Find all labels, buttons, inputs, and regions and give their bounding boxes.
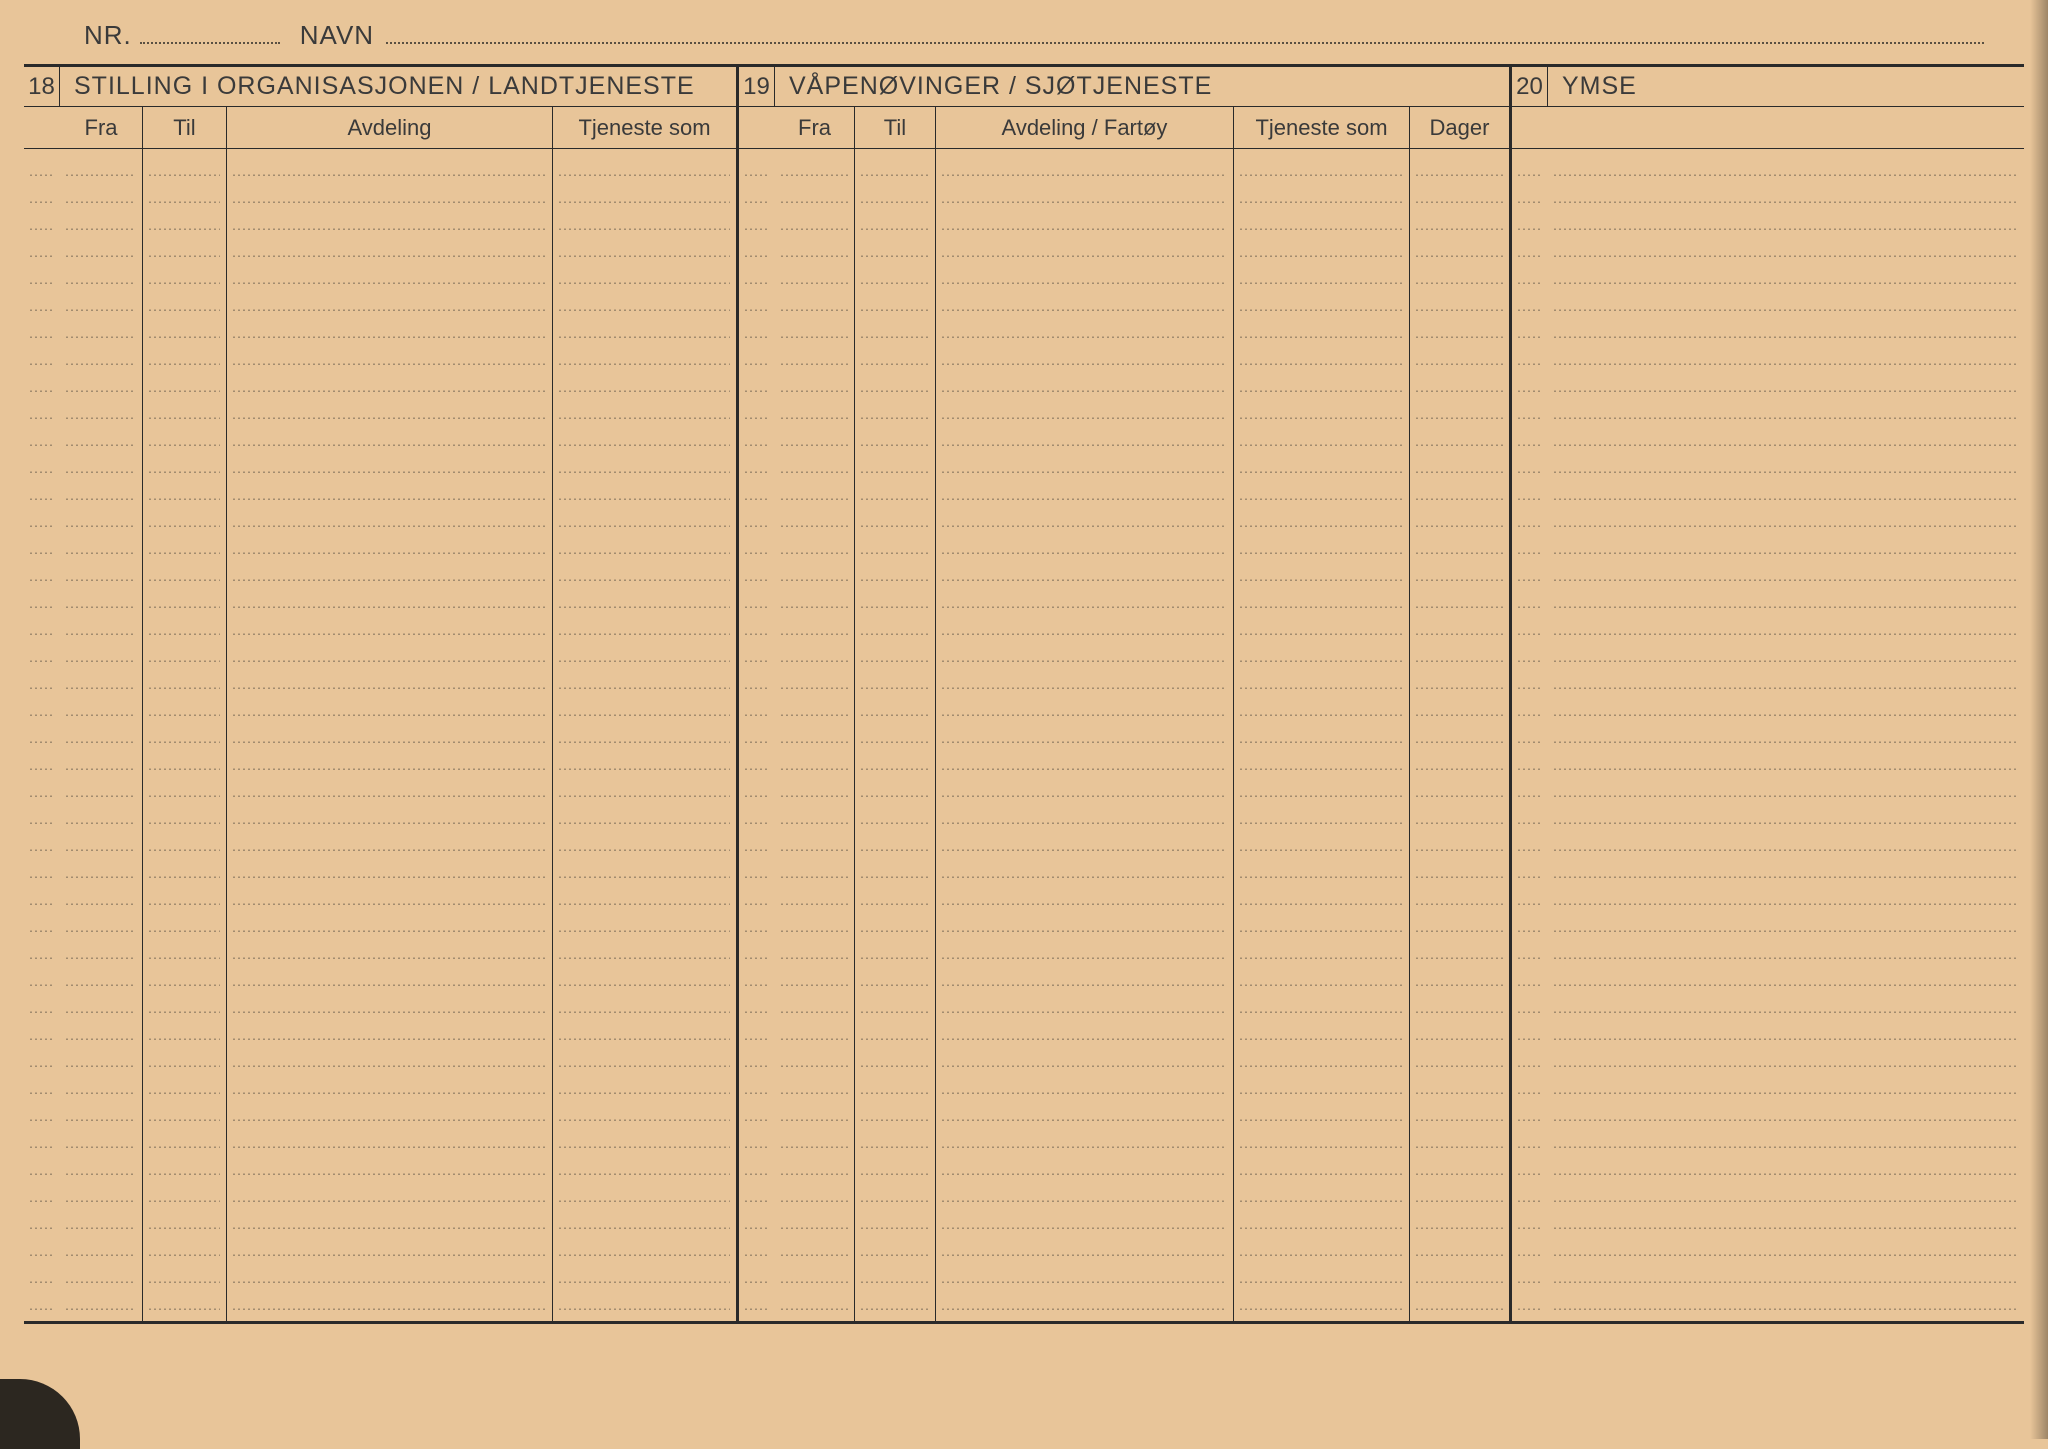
col-19-til: Til: [855, 107, 936, 148]
section-18-title: STILLING I ORGANISASJONEN / LANDTJENESTE: [60, 72, 695, 101]
section-headers: 18 STILLING I ORGANISASJONEN / LANDTJENE…: [24, 67, 2024, 107]
col-19-tjeneste: Tjeneste som: [1234, 107, 1410, 148]
header-row: NR. NAVN: [24, 20, 2024, 64]
col-spacer-19: [739, 107, 775, 148]
col-18-til: Til: [143, 107, 227, 148]
section-20-num: 20: [1512, 67, 1548, 106]
body-19-fra: [775, 149, 855, 1321]
section-20: 20 YMSE: [1512, 67, 2022, 106]
body-18-left: [24, 149, 60, 1321]
col-18-avdeling: Avdeling: [227, 107, 553, 148]
column-headers: Fra Til Avdeling Tjeneste som Fra Til Av…: [24, 107, 2024, 149]
section-19-title: VÅPENØVINGER / SJØTJENESTE: [775, 72, 1212, 101]
table-wrapper: 18 STILLING I ORGANISASJONEN / LANDTJENE…: [24, 64, 2024, 1324]
section-18-num: 18: [24, 67, 60, 106]
section-18: 18 STILLING I ORGANISASJONEN / LANDTJENE…: [24, 67, 739, 106]
col-19-fra: Fra: [775, 107, 855, 148]
col-spacer-18: [24, 107, 60, 148]
col-spacer-20b: [1548, 107, 2022, 148]
scan-edge-shadow: [2030, 0, 2048, 1439]
col-19-dager: Dager: [1410, 107, 1512, 148]
nr-field-line: [140, 24, 280, 44]
section-19: 19 VÅPENØVINGER / SJØTJENESTE: [739, 67, 1512, 106]
table-body: [24, 149, 2024, 1324]
section-19-num: 19: [739, 67, 775, 106]
navn-field-line: [386, 24, 1984, 44]
body-19-til: [855, 149, 936, 1321]
nr-label: NR.: [84, 20, 132, 51]
body-19-avdeling: [936, 149, 1234, 1321]
navn-label: NAVN: [300, 20, 374, 51]
body-18-til: [143, 149, 227, 1321]
col-19-avdeling: Avdeling / Fartøy: [936, 107, 1234, 148]
col-spacer-20a: [1512, 107, 1548, 148]
col-18-fra: Fra: [60, 107, 143, 148]
body-20: [1548, 149, 2022, 1321]
record-card: NR. NAVN 18 STILLING I ORGANISASJONEN / …: [0, 0, 2048, 1439]
body-18-fra: [60, 149, 143, 1321]
col-18-tjeneste: Tjeneste som: [553, 107, 739, 148]
body-19-left: [739, 149, 775, 1321]
body-19-tjeneste: [1234, 149, 1410, 1321]
body-20-left: [1512, 149, 1548, 1321]
section-20-title: YMSE: [1548, 72, 1637, 101]
body-18-avdeling: [227, 149, 553, 1321]
body-18-tjeneste: [553, 149, 739, 1321]
body-19-dager: [1410, 149, 1512, 1321]
